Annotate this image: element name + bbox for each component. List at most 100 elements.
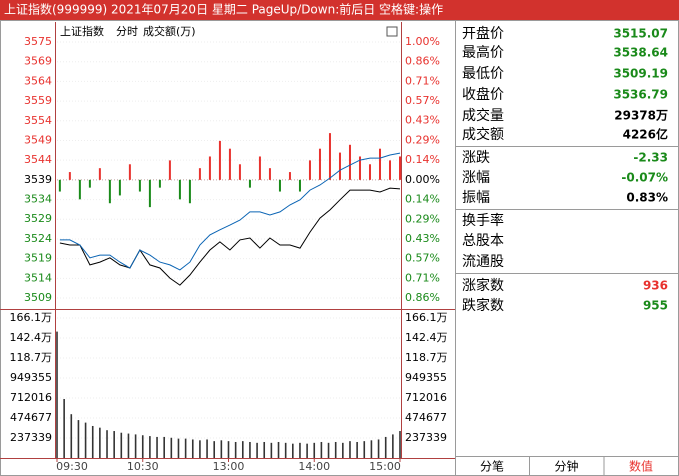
y-tick-label: 474677 bbox=[10, 411, 52, 424]
x-tick-label: 13:00 bbox=[213, 460, 245, 473]
volume-bar bbox=[227, 441, 230, 458]
y2-tick-label: 0.57% bbox=[405, 94, 440, 107]
volume-bar bbox=[320, 441, 323, 458]
breadth-bar bbox=[98, 168, 101, 180]
volume-bar bbox=[256, 442, 258, 458]
info-label: 换手率 bbox=[462, 212, 504, 229]
volume-bar bbox=[213, 441, 216, 458]
info-value: 4226亿 bbox=[623, 127, 668, 142]
tab[interactable]: 数值 bbox=[629, 459, 653, 474]
volume-bar bbox=[199, 440, 201, 458]
info-label: 最高价 bbox=[462, 44, 504, 61]
volume-bar bbox=[191, 439, 194, 458]
volume-bar bbox=[334, 441, 337, 458]
y-tick-label: 3549 bbox=[24, 133, 52, 146]
price-line bbox=[59, 187, 401, 286]
volume-bar bbox=[70, 414, 73, 458]
breadth-bar bbox=[378, 148, 381, 180]
breadth-bar bbox=[118, 179, 121, 196]
y-tick-label: 712016 bbox=[10, 391, 52, 404]
y-tick-label: 3544 bbox=[24, 153, 52, 166]
y-tick-label: 142.4万 bbox=[10, 331, 53, 344]
x-tick-label: 14:00 bbox=[298, 460, 330, 473]
volume-bar bbox=[177, 438, 180, 458]
y-tick-label: 166.1万 bbox=[10, 311, 53, 324]
info-value: 0.83% bbox=[626, 191, 668, 205]
y-tick-label: 3514 bbox=[24, 271, 52, 284]
info-label: 涨家数 bbox=[462, 277, 504, 294]
x-tick-label: 10:30 bbox=[127, 460, 159, 473]
breadth-bar bbox=[178, 179, 181, 200]
breadth-bar bbox=[108, 179, 111, 204]
volume-bar bbox=[220, 440, 223, 458]
info-label: 振幅 bbox=[462, 190, 490, 206]
chart-title: 上证指数 bbox=[60, 24, 104, 38]
volume-bar bbox=[120, 432, 123, 458]
info-value: 955 bbox=[643, 299, 668, 313]
breadth-bar bbox=[198, 168, 201, 180]
volume-bar bbox=[113, 431, 115, 458]
volume-bar bbox=[363, 441, 366, 458]
volume-bar bbox=[184, 438, 187, 458]
volume-bar bbox=[63, 399, 65, 458]
volume-bar bbox=[56, 331, 58, 458]
y2-tick-label: 0.29% bbox=[405, 212, 440, 225]
settings-icon[interactable] bbox=[386, 26, 398, 37]
average-line bbox=[59, 152, 401, 271]
info-value: 3538.64 bbox=[613, 46, 668, 60]
volume-bar bbox=[249, 441, 251, 458]
volume-bar bbox=[384, 436, 387, 458]
tab[interactable]: 分钟 bbox=[554, 459, 578, 474]
y2-tick-label: 0.86% bbox=[405, 55, 440, 68]
breadth-bar bbox=[368, 164, 371, 180]
volume-bar bbox=[99, 427, 101, 458]
y-tick-label-right: 142.4万 bbox=[405, 331, 448, 344]
volume-bar bbox=[77, 420, 80, 458]
breadth-bar bbox=[158, 179, 161, 188]
y-tick-label: 3559 bbox=[24, 94, 52, 107]
breadth-bar bbox=[148, 179, 151, 208]
breadth-bar bbox=[298, 179, 301, 192]
y2-tick-label: 0.00% bbox=[405, 173, 440, 186]
y-tick-label-right: 949355 bbox=[405, 371, 447, 384]
info-value: -0.07% bbox=[621, 171, 668, 185]
breadth-bar bbox=[228, 148, 231, 180]
volume-bar bbox=[342, 442, 344, 458]
volume-bar bbox=[127, 433, 130, 458]
y2-tick-label: 1.00% bbox=[405, 35, 440, 48]
info-value: -2.33 bbox=[633, 151, 668, 165]
y-tick-label: 3569 bbox=[24, 55, 52, 68]
breadth-bar bbox=[318, 148, 321, 180]
volume-bar bbox=[313, 442, 316, 458]
volume-bar bbox=[277, 441, 280, 458]
breadth-bar bbox=[328, 133, 331, 180]
breadth-bar bbox=[68, 172, 71, 180]
volume-bar bbox=[149, 436, 151, 458]
volume-bar bbox=[141, 435, 144, 458]
y-tick-label: 3575 bbox=[24, 35, 52, 48]
info-label: 流通股 bbox=[462, 254, 504, 270]
y2-tick-label: 0.57% bbox=[405, 252, 440, 265]
breadth-bar bbox=[358, 156, 361, 180]
volume-bar bbox=[84, 422, 87, 458]
breadth-bar bbox=[208, 156, 211, 180]
volume-bar bbox=[299, 442, 301, 458]
info-label: 跌家数 bbox=[462, 297, 504, 314]
y-tick-label: 3554 bbox=[24, 114, 52, 127]
y2-tick-label: 0.29% bbox=[405, 133, 440, 146]
breadth-bar bbox=[218, 140, 221, 180]
window-title: 上证指数(999999) 2021年07月20日 星期二 PageUp/Down… bbox=[4, 2, 443, 17]
volume-bar bbox=[292, 443, 294, 458]
y-tick-label: 3524 bbox=[24, 232, 52, 245]
breadth-bar bbox=[248, 179, 251, 188]
info-label: 最低价 bbox=[462, 66, 504, 82]
volume-bar bbox=[156, 436, 158, 458]
y-tick-label: 118.7万 bbox=[10, 351, 53, 364]
y-tick-label: 3564 bbox=[24, 74, 52, 87]
info-label: 开盘价 bbox=[462, 25, 504, 42]
tab[interactable]: 分笔 bbox=[480, 459, 504, 474]
y-tick-label: 3509 bbox=[24, 291, 52, 304]
info-value: 3536.79 bbox=[613, 88, 668, 102]
info-label: 成交额 bbox=[462, 126, 504, 143]
y2-tick-label: 0.43% bbox=[405, 114, 440, 127]
